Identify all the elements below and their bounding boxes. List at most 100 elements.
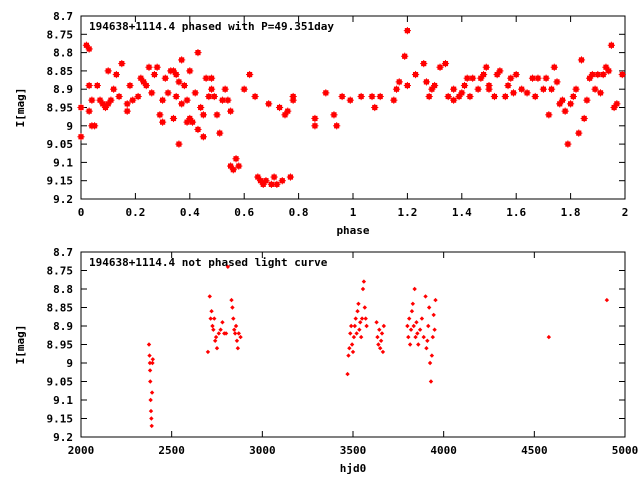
data-point <box>542 74 550 82</box>
y-axis-label: I[mag] <box>14 325 27 365</box>
data-point <box>458 89 466 97</box>
data-point <box>368 92 376 101</box>
data-point <box>246 70 254 79</box>
data-point <box>346 353 351 358</box>
data-point <box>229 166 237 174</box>
data-point <box>357 327 362 332</box>
data-point <box>371 103 379 112</box>
data-point <box>572 85 580 93</box>
phased-light-curve-plot: 0 0.2 0.4 0.6 0.8 1 1.2 1.4 1.6 1.8 2 8.7 8.75 8.8 8.8… <box>14 10 628 237</box>
y-tick-label: 9.1 <box>53 156 73 169</box>
y-tick-label: 8.7 <box>53 246 73 259</box>
y-tick-label: 9 <box>66 120 73 133</box>
data-point <box>403 81 411 90</box>
data-point <box>350 349 356 355</box>
data-point <box>390 96 398 104</box>
data-point <box>265 100 273 108</box>
data-point <box>77 133 85 141</box>
data-point <box>180 81 188 90</box>
data-point <box>376 342 381 347</box>
data-point <box>88 96 96 104</box>
data-point <box>546 334 552 340</box>
x-tick-label: 4000 <box>430 444 457 457</box>
data-point <box>150 357 156 362</box>
data-point <box>236 331 241 336</box>
data-point <box>410 301 416 306</box>
y-tick-label: 9.05 <box>47 376 74 389</box>
data-point <box>407 342 413 347</box>
data-point <box>575 129 583 137</box>
x-tick-label: 0 <box>78 206 85 219</box>
data-point <box>273 180 281 188</box>
data-point <box>423 294 428 299</box>
data-point <box>401 52 409 60</box>
data-point <box>553 78 561 86</box>
data-point <box>545 111 553 119</box>
data-point <box>150 70 159 79</box>
data-point <box>421 334 426 340</box>
data-point <box>240 85 248 93</box>
data-point <box>172 92 180 101</box>
data-point <box>466 92 474 101</box>
data-point <box>358 320 363 325</box>
data-point <box>469 74 477 82</box>
data-point <box>216 331 222 336</box>
data-point <box>230 305 235 310</box>
data-point <box>496 67 504 75</box>
x-tick-label: 1 <box>350 206 357 219</box>
data-point <box>348 323 354 329</box>
data-point <box>567 100 575 108</box>
data-point <box>419 316 425 321</box>
data-point <box>348 331 353 336</box>
data-point <box>148 89 156 97</box>
data-point <box>534 74 542 82</box>
data-point <box>411 323 416 329</box>
data-point <box>477 74 485 82</box>
data-point <box>214 346 220 351</box>
data-point <box>374 320 379 325</box>
y-tick-label: 9.15 <box>47 413 74 426</box>
data-point <box>412 286 417 292</box>
data-point <box>392 85 401 93</box>
data-point <box>284 107 292 115</box>
y-tick-label: 9.2 <box>53 193 73 206</box>
y-tick-label: 8.9 <box>53 83 73 96</box>
data-point <box>444 92 452 101</box>
data-point <box>507 74 515 82</box>
data-point <box>413 334 418 340</box>
data-point <box>147 360 153 366</box>
data-point <box>357 92 365 101</box>
data-point <box>211 327 216 332</box>
chart-title: 194638+1114.4 not phased light curve <box>89 256 328 269</box>
data-point <box>235 346 241 351</box>
y-tick-label: 8.85 <box>47 65 74 78</box>
data-point <box>224 96 232 104</box>
x-tick-label: 4500 <box>521 444 548 457</box>
data-point <box>338 92 346 101</box>
data-point <box>232 331 238 336</box>
data-point <box>405 323 410 329</box>
data-point <box>259 180 267 188</box>
data-point <box>561 107 569 115</box>
x-tick-label: 1.2 <box>397 206 417 219</box>
data-point <box>550 63 558 71</box>
data-point <box>82 41 91 49</box>
y-tick-label: 8.7 <box>53 10 73 23</box>
data-point <box>455 92 463 101</box>
x-tick-label: 1.8 <box>561 206 581 219</box>
data-point <box>479 70 488 79</box>
data-point <box>378 338 384 343</box>
data-point <box>183 96 191 104</box>
data-point <box>430 334 435 340</box>
data-point <box>210 323 215 329</box>
y-tick-label: 8.8 <box>53 283 73 296</box>
data-point <box>605 67 613 75</box>
data-point <box>175 140 183 148</box>
data-point <box>311 114 319 123</box>
data-point <box>212 316 217 321</box>
data-point <box>194 125 202 134</box>
data-point <box>345 371 350 377</box>
data-point <box>145 63 153 71</box>
x-axis-label: hjd0 <box>340 462 367 475</box>
